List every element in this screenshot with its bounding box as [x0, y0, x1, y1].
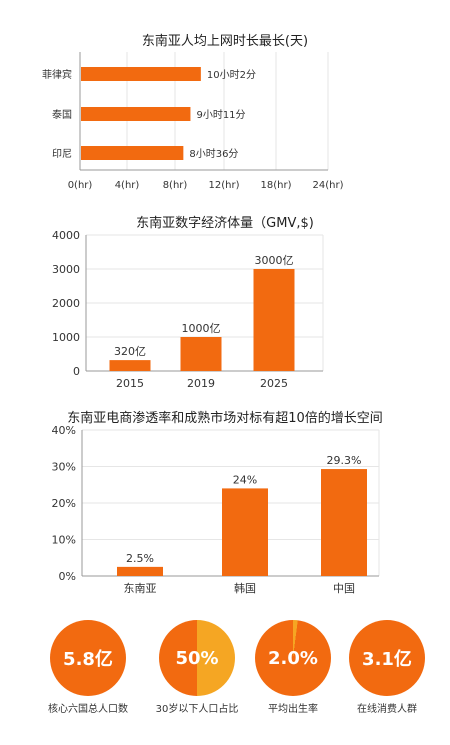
- y-tick-label: 3000: [52, 263, 80, 276]
- bar: [109, 360, 151, 371]
- stat-value: 50%: [175, 647, 219, 669]
- x-tick-label: 12(hr): [209, 180, 240, 191]
- stat-under-30: 50% 30岁以下人口占比: [147, 620, 247, 715]
- x-tick-label: 2025: [260, 377, 288, 390]
- stat-value: 2.0%: [268, 647, 318, 669]
- data-label: 9小时11分: [196, 109, 245, 121]
- stat-circle: 3.1亿: [349, 620, 425, 696]
- x-tick-label: 2019: [187, 377, 215, 390]
- y-tick-label: 20%: [52, 497, 76, 510]
- x-tick-label: 韩国: [234, 581, 256, 595]
- bar: [81, 107, 191, 121]
- y-tick-label: 印尼: [52, 148, 72, 160]
- stats-row: 5.8亿 核心六国总人口数 50% 30岁以下人口占比 2.0% 平均出生率 3…: [0, 620, 450, 720]
- y-tick-label: 泰国: [52, 108, 72, 121]
- x-tick-label: 18(hr): [261, 180, 292, 191]
- y-tick-label: 菲律宾: [42, 68, 72, 81]
- bar: [253, 269, 295, 371]
- bar: [222, 488, 268, 576]
- y-tick-label: 2000: [52, 297, 80, 310]
- chart-internet-time: 东南亚人均上网时长最长(天) 0(hr) 4(hr) 8(hr) 12(hr) 18(h…: [0, 0, 450, 200]
- x-tick-label: 24(hr): [313, 180, 344, 191]
- chart-title: 东南亚数字经济体量（GMV,$): [136, 216, 314, 231]
- bar: [81, 146, 184, 160]
- bar: [180, 337, 222, 371]
- chart-plot: 0(hr) 4(hr) 8(hr) 12(hr) 18(hr) 24(hr) 菲律宾 10小时…: [42, 52, 344, 191]
- data-label: 320亿: [114, 345, 146, 358]
- bar: [321, 469, 367, 576]
- data-label: 2.5%: [126, 552, 154, 565]
- stat-label: 平均出生率: [268, 704, 318, 715]
- x-tick-label: 0(hr): [68, 180, 93, 191]
- chart-plot: 40% 30% 20% 10% 0% 2.5% 东南亚 24% 韩国 29.3% 中国: [52, 424, 380, 595]
- chart-title: 东南亚人均上网时长最长(天): [141, 34, 309, 49]
- chart-plot: 4000 3000 2000 1000 0 320亿 2015 1000亿 2019 3000亿 2…: [52, 229, 324, 390]
- y-tick-label: 10%: [52, 534, 76, 547]
- y-tick-label: 0: [73, 365, 80, 378]
- bar: [81, 67, 201, 81]
- stat-value: 3.1亿: [362, 649, 412, 670]
- stat-value: 5.8亿: [63, 649, 113, 670]
- chart-digital-economy: 东南亚数字经济体量（GMV,$) 4000 3000 2000 1000 0 320亿 20…: [0, 200, 450, 400]
- data-label: 1000亿: [182, 322, 221, 335]
- stat-circle: 5.8亿: [50, 620, 126, 696]
- x-tick-label: 8(hr): [163, 180, 188, 191]
- x-tick-label: 4(hr): [115, 180, 140, 191]
- stat-circle: 2.0%: [255, 620, 331, 696]
- x-tick-label: 东南亚: [124, 582, 157, 595]
- stat-population: 5.8亿 核心六国总人口数: [38, 620, 138, 715]
- y-tick-label: 0%: [59, 570, 76, 583]
- stat-label: 在线消费人群: [357, 704, 417, 715]
- data-label: 3000亿: [255, 254, 294, 267]
- stat-circle: 50%: [159, 620, 235, 696]
- y-tick-label: 1000: [52, 331, 80, 344]
- x-tick-label: 中国: [333, 582, 355, 595]
- x-tick-label: 2015: [116, 377, 144, 390]
- data-label: 10小时2分: [207, 69, 256, 81]
- y-tick-label: 30%: [52, 461, 76, 474]
- stat-online-consumers: 3.1亿 在线消费人群: [337, 620, 437, 715]
- stat-label: 30岁以下人口占比: [155, 704, 239, 715]
- data-label: 29.3%: [327, 454, 362, 467]
- data-label: 24%: [233, 473, 257, 486]
- chart-ecommerce-penetration: 东南亚电商渗透率和成熟市场对标有超10倍的增长空间 40% 30% 20% 10% 0%…: [0, 400, 450, 615]
- y-tick-label: 4000: [52, 229, 80, 242]
- stat-birth-rate: 2.0% 平均出生率: [243, 620, 343, 715]
- data-label: 8小时36分: [189, 148, 238, 160]
- bar: [117, 566, 163, 576]
- stat-label: 核心六国总人口数: [48, 704, 128, 715]
- chart-title: 东南亚电商渗透率和成熟市场对标有超10倍的增长空间: [67, 411, 383, 426]
- y-tick-label: 40%: [52, 424, 76, 437]
